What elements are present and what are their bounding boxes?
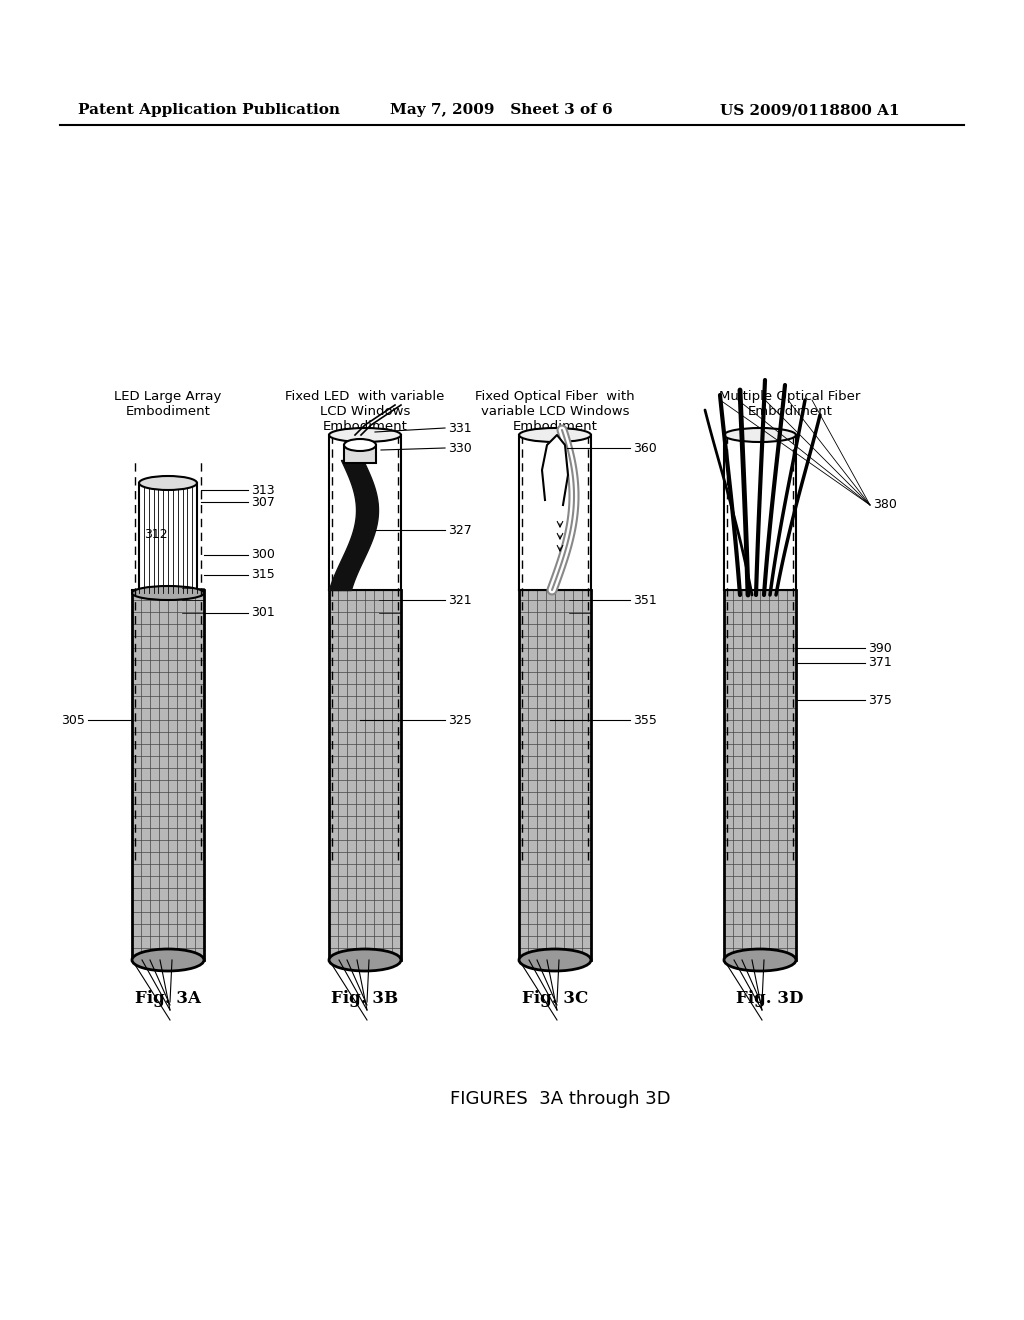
Text: 301: 301 xyxy=(251,606,274,619)
Text: 307: 307 xyxy=(251,495,274,508)
Ellipse shape xyxy=(329,949,401,972)
Bar xyxy=(344,445,376,463)
Ellipse shape xyxy=(139,477,197,490)
Text: 331: 331 xyxy=(449,421,472,434)
Text: 360: 360 xyxy=(633,441,656,454)
Ellipse shape xyxy=(132,586,204,601)
Text: Fixed LED  with variable
LCD Windows
Embodiment: Fixed LED with variable LCD Windows Embo… xyxy=(286,389,444,433)
Text: 321: 321 xyxy=(449,594,472,606)
Text: 305: 305 xyxy=(61,714,85,726)
Text: 325: 325 xyxy=(449,714,472,726)
Text: Fig. 3B: Fig. 3B xyxy=(332,990,398,1007)
Ellipse shape xyxy=(519,949,591,972)
Bar xyxy=(519,590,591,960)
Bar xyxy=(132,590,204,960)
Text: 375: 375 xyxy=(868,693,892,706)
Text: 330: 330 xyxy=(449,441,472,454)
Text: US 2009/0118800 A1: US 2009/0118800 A1 xyxy=(720,103,900,117)
Text: 351: 351 xyxy=(633,594,656,606)
Ellipse shape xyxy=(132,949,204,972)
Ellipse shape xyxy=(344,440,376,451)
Text: Fig. 3C: Fig. 3C xyxy=(522,990,588,1007)
Polygon shape xyxy=(542,436,568,506)
Bar xyxy=(329,590,401,960)
Text: May 7, 2009   Sheet 3 of 6: May 7, 2009 Sheet 3 of 6 xyxy=(390,103,612,117)
Bar xyxy=(329,436,401,590)
Ellipse shape xyxy=(329,428,401,442)
Text: 380: 380 xyxy=(873,499,897,511)
Text: 312: 312 xyxy=(144,528,168,541)
Text: 313: 313 xyxy=(251,483,274,496)
Text: 390: 390 xyxy=(868,642,892,655)
Ellipse shape xyxy=(519,428,591,442)
Text: 327: 327 xyxy=(449,524,472,536)
Text: 300: 300 xyxy=(251,549,274,561)
Text: Multiple Optical Fiber
Embodiment: Multiple Optical Fiber Embodiment xyxy=(719,389,861,418)
Text: 315: 315 xyxy=(251,569,274,582)
Bar xyxy=(519,436,591,590)
Text: Fig. 3D: Fig. 3D xyxy=(736,990,804,1007)
Text: 355: 355 xyxy=(633,714,656,726)
Text: Fixed Optical Fiber  with
variable LCD Windows
Embodiment: Fixed Optical Fiber with variable LCD Wi… xyxy=(475,389,635,433)
Text: Patent Application Publication: Patent Application Publication xyxy=(78,103,340,117)
Text: Fig. 3A: Fig. 3A xyxy=(135,990,201,1007)
Bar xyxy=(724,436,796,590)
Ellipse shape xyxy=(724,949,796,972)
Bar xyxy=(724,590,796,960)
Ellipse shape xyxy=(724,428,796,442)
Bar xyxy=(139,483,197,593)
Text: LED Large Array
Embodiment: LED Large Array Embodiment xyxy=(115,389,221,418)
Text: FIGURES  3A through 3D: FIGURES 3A through 3D xyxy=(450,1090,671,1107)
Text: 371: 371 xyxy=(868,656,892,669)
